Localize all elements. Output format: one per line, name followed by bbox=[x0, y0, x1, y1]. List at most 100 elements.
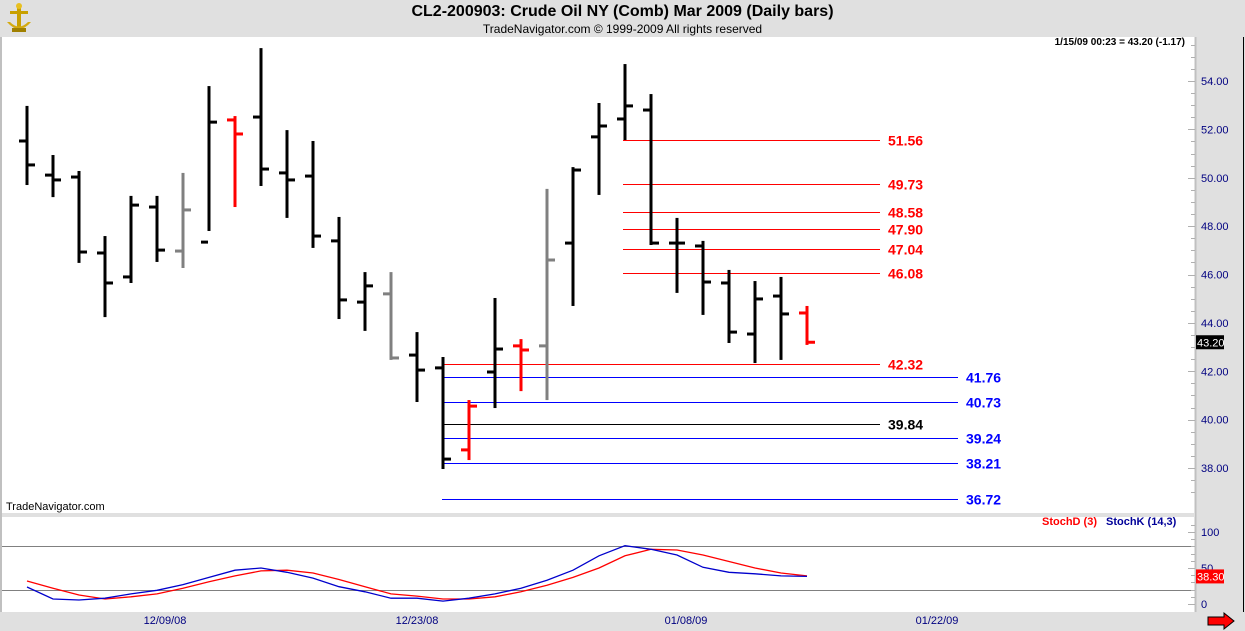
date-tick-label: 01/08/09 bbox=[665, 615, 708, 627]
legend-stochk: StochK (14,3) bbox=[1106, 516, 1177, 528]
copyright-subtitle: TradeNavigator.com © 1999-2009 All right… bbox=[482, 22, 763, 36]
quote-readout: 1/15/09 00:23 = 43.20 (-1.17) bbox=[1054, 37, 1185, 48]
date-tick-label: 01/22/09 bbox=[916, 615, 959, 627]
bar-close-tick bbox=[132, 203, 139, 207]
axis-tick-label: 48.00 bbox=[1201, 221, 1229, 233]
bar-range bbox=[103, 236, 107, 318]
bar-close-tick bbox=[626, 104, 633, 108]
bar-close-tick bbox=[756, 297, 763, 301]
bar-range bbox=[727, 269, 731, 343]
bar-open-tick bbox=[97, 251, 104, 255]
watermark: TradeNavigator.com bbox=[6, 501, 105, 513]
price-axis: 54.00 52.00 50.00 48.00 46.00 44.00 42.00 40.00… bbox=[2, 45, 1229, 517]
bar-open-tick bbox=[617, 117, 624, 121]
ohlc-bar bbox=[383, 272, 399, 360]
bar-open-tick bbox=[331, 239, 338, 243]
bar-range bbox=[623, 64, 627, 141]
bar-range bbox=[311, 140, 315, 248]
bar-close-tick bbox=[106, 281, 113, 285]
ohlc-bar bbox=[201, 86, 217, 244]
bar-close-tick bbox=[808, 340, 815, 344]
bar-open-tick bbox=[773, 294, 780, 298]
bar-open-tick bbox=[45, 173, 52, 177]
ohlc-bar bbox=[71, 170, 87, 263]
bar-close-tick bbox=[366, 284, 373, 288]
bar-open-tick bbox=[279, 171, 286, 175]
bar-range bbox=[805, 305, 809, 345]
bar-range bbox=[337, 216, 341, 320]
axis-tick-label: 54.00 bbox=[1201, 76, 1229, 88]
bar-open-tick bbox=[461, 448, 468, 452]
ohlc-bar bbox=[799, 305, 815, 345]
bar-range bbox=[675, 217, 679, 293]
bar-close-tick bbox=[262, 167, 269, 171]
ohlc-bar bbox=[123, 195, 139, 283]
axis-tick-label: 42.00 bbox=[1201, 366, 1229, 378]
stoch-last-box bbox=[1196, 569, 1224, 584]
level-label: 41.76 bbox=[966, 370, 1001, 386]
bar-open-tick bbox=[539, 344, 546, 348]
ohlc-bar bbox=[721, 269, 737, 343]
bar-open-tick bbox=[721, 281, 728, 285]
bar-open-tick bbox=[435, 366, 442, 370]
bar-close-tick bbox=[574, 168, 581, 172]
panel-separator bbox=[2, 513, 1195, 517]
bar-range bbox=[207, 86, 211, 231]
ohlc-bar bbox=[253, 48, 269, 186]
bar-open-tick bbox=[175, 249, 182, 253]
bar-close-tick bbox=[392, 356, 399, 360]
ohlc-bar bbox=[149, 195, 165, 262]
bar-open-tick bbox=[565, 241, 572, 245]
bar-close-tick bbox=[158, 248, 165, 252]
bar-open-tick bbox=[643, 108, 650, 112]
level-label: 39.24 bbox=[966, 431, 1001, 447]
bar-range bbox=[285, 130, 289, 218]
bar-open-tick bbox=[747, 332, 754, 336]
bar-close-tick bbox=[548, 258, 555, 262]
level-label: 36.72 bbox=[966, 492, 1001, 508]
bar-range bbox=[77, 170, 81, 263]
ohlc-bar bbox=[279, 130, 295, 218]
bar-range bbox=[519, 339, 523, 392]
ohlc-bar bbox=[669, 217, 685, 293]
next-arrow-button[interactable] bbox=[1207, 611, 1235, 631]
date-axis: 12/09/08 12/23/08 01/08/09 01/22/09 bbox=[144, 615, 959, 627]
bar-range bbox=[25, 105, 29, 186]
legend-stochd: StochD (3) bbox=[1042, 516, 1097, 528]
bar-range bbox=[545, 188, 549, 401]
bar-open-tick bbox=[71, 175, 78, 179]
bar-close-tick bbox=[522, 348, 529, 352]
last-price-box bbox=[1196, 335, 1224, 350]
bar-open-tick bbox=[695, 244, 702, 248]
ohlc-bar bbox=[539, 188, 555, 401]
bar-range bbox=[129, 195, 133, 283]
bar-open-tick bbox=[487, 370, 494, 374]
bar-close-tick bbox=[782, 312, 789, 316]
bar-close-tick bbox=[496, 347, 503, 351]
bar-close-tick bbox=[28, 163, 35, 167]
level-label: 40.73 bbox=[966, 395, 1001, 411]
bar-close-tick bbox=[314, 234, 321, 238]
bar-close-tick bbox=[600, 124, 607, 128]
bar-close-tick bbox=[80, 250, 87, 254]
axis-tick-label: 46.00 bbox=[1201, 270, 1229, 282]
bar-close-tick bbox=[288, 178, 295, 182]
axis-tick-label: 52.00 bbox=[1201, 124, 1229, 136]
bar-range bbox=[363, 272, 367, 331]
bar-open-tick bbox=[409, 353, 416, 357]
level-label: 39.84 bbox=[888, 417, 923, 433]
stoch-line-k bbox=[26, 545, 808, 602]
bar-close-tick bbox=[418, 368, 425, 372]
level-label: 47.04 bbox=[888, 242, 923, 258]
bar-range bbox=[753, 281, 757, 364]
red-right-arrow-icon[interactable] bbox=[1207, 611, 1235, 631]
bar-range bbox=[415, 332, 419, 403]
ohlc-bar bbox=[227, 116, 243, 208]
axis-tick-label: 38.00 bbox=[1201, 463, 1229, 475]
level-label: 38.21 bbox=[966, 456, 1001, 472]
last-price-label: 43.20 bbox=[1197, 337, 1225, 349]
ohlc-bar bbox=[331, 216, 347, 320]
bar-open-tick bbox=[383, 292, 390, 296]
